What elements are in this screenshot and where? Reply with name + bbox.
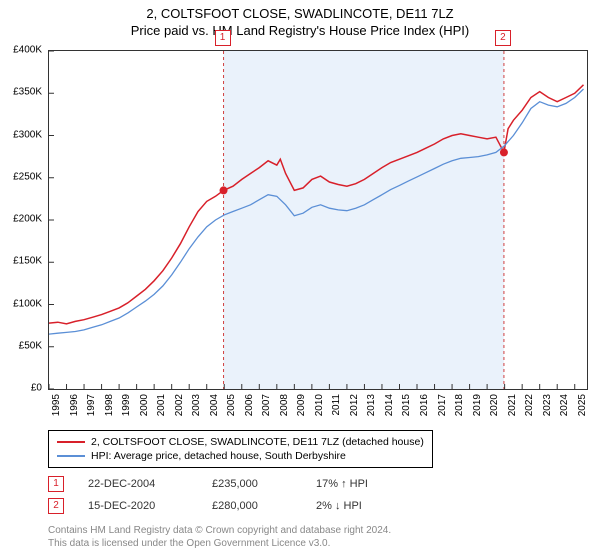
sale-marker-top-1: 1 — [215, 30, 231, 46]
xtick-label: 2005 — [226, 394, 237, 416]
footer-attribution: Contains HM Land Registry data © Crown c… — [48, 524, 391, 550]
plot-border — [48, 50, 588, 390]
xtick-label: 1998 — [104, 394, 115, 416]
xtick-label: 2017 — [437, 394, 448, 416]
sale-hpi: 17% ↑ HPI — [316, 478, 406, 490]
xtick-label: 2014 — [384, 394, 395, 416]
legend-row: HPI: Average price, detached house, Sout… — [57, 449, 424, 463]
xtick-label: 2025 — [577, 394, 588, 416]
shaded-region — [224, 51, 504, 389]
xtick-label: 2006 — [244, 394, 255, 416]
sale-price: £235,000 — [212, 478, 292, 490]
xtick-label: 1999 — [121, 394, 132, 416]
ytick-label: £100K — [13, 298, 42, 309]
ytick-label: £400K — [13, 45, 42, 56]
legend: 2, COLTSFOOT CLOSE, SWADLINCOTE, DE11 7L… — [48, 430, 433, 468]
xtick-label: 2000 — [139, 394, 150, 416]
sale-row-marker: 1 — [48, 476, 64, 492]
legend-label: 2, COLTSFOOT CLOSE, SWADLINCOTE, DE11 7L… — [91, 436, 424, 448]
xtick-label: 2010 — [314, 394, 325, 416]
legend-swatch — [57, 441, 85, 443]
ytick-label: £200K — [13, 214, 42, 225]
xtick-label: 2022 — [524, 394, 535, 416]
legend-label: HPI: Average price, detached house, Sout… — [91, 450, 346, 462]
xtick-label: 2021 — [507, 394, 518, 416]
xtick-label: 2002 — [174, 394, 185, 416]
legend-row: 2, COLTSFOOT CLOSE, SWADLINCOTE, DE11 7L… — [57, 435, 424, 449]
chart-svg — [49, 51, 587, 389]
sale-row: 1 22-DEC-2004 £235,000 17% ↑ HPI — [48, 476, 406, 492]
xtick-label: 2019 — [472, 394, 483, 416]
xtick-label: 1996 — [69, 394, 80, 416]
sale-date: 22-DEC-2004 — [88, 478, 188, 490]
xtick-label: 2015 — [401, 394, 412, 416]
xtick-label: 2013 — [366, 394, 377, 416]
xtick-label: 1995 — [51, 394, 62, 416]
sales-table: 1 22-DEC-2004 £235,000 17% ↑ HPI 2 15-DEC-202… — [48, 476, 406, 520]
xtick-label: 2018 — [454, 394, 465, 416]
sale-date: 15-DEC-2020 — [88, 500, 188, 512]
ytick-label: £250K — [13, 171, 42, 182]
xtick-label: 2008 — [279, 394, 290, 416]
xtick-label: 2023 — [542, 394, 553, 416]
sale-hpi: 2% ↓ HPI — [316, 500, 406, 512]
xtick-label: 2003 — [191, 394, 202, 416]
xtick-label: 2011 — [331, 394, 342, 416]
xtick-label: 2009 — [296, 394, 307, 416]
sale-dot-2 — [500, 148, 508, 156]
sale-price: £280,000 — [212, 500, 292, 512]
ytick-label: £150K — [13, 256, 42, 267]
sale-marker-top-2: 2 — [495, 30, 511, 46]
title-address: 2, COLTSFOOT CLOSE, SWADLINCOTE, DE11 7L… — [0, 6, 600, 23]
footer-line2: This data is licensed under the Open Gov… — [48, 537, 391, 550]
xtick-label: 2016 — [419, 394, 430, 416]
chart-area: £0£50K£100K£150K£200K£250K£300K£350K£400… — [48, 50, 588, 390]
ytick-label: £0 — [31, 383, 42, 394]
ytick-label: £50K — [19, 340, 42, 351]
xtick-label: 2024 — [559, 394, 570, 416]
xtick-label: 1997 — [86, 394, 97, 416]
ytick-label: £350K — [13, 87, 42, 98]
xtick-label: 2007 — [261, 394, 272, 416]
sale-row-marker: 2 — [48, 498, 64, 514]
sale-row: 2 15-DEC-2020 £280,000 2% ↓ HPI — [48, 498, 406, 514]
footer-line1: Contains HM Land Registry data © Crown c… — [48, 524, 391, 537]
legend-swatch — [57, 455, 85, 457]
xtick-label: 2004 — [209, 394, 220, 416]
xtick-label: 2020 — [489, 394, 500, 416]
ytick-label: £300K — [13, 129, 42, 140]
xtick-label: 2012 — [349, 394, 360, 416]
xtick-label: 2001 — [156, 394, 167, 416]
sale-dot-1 — [220, 186, 228, 194]
